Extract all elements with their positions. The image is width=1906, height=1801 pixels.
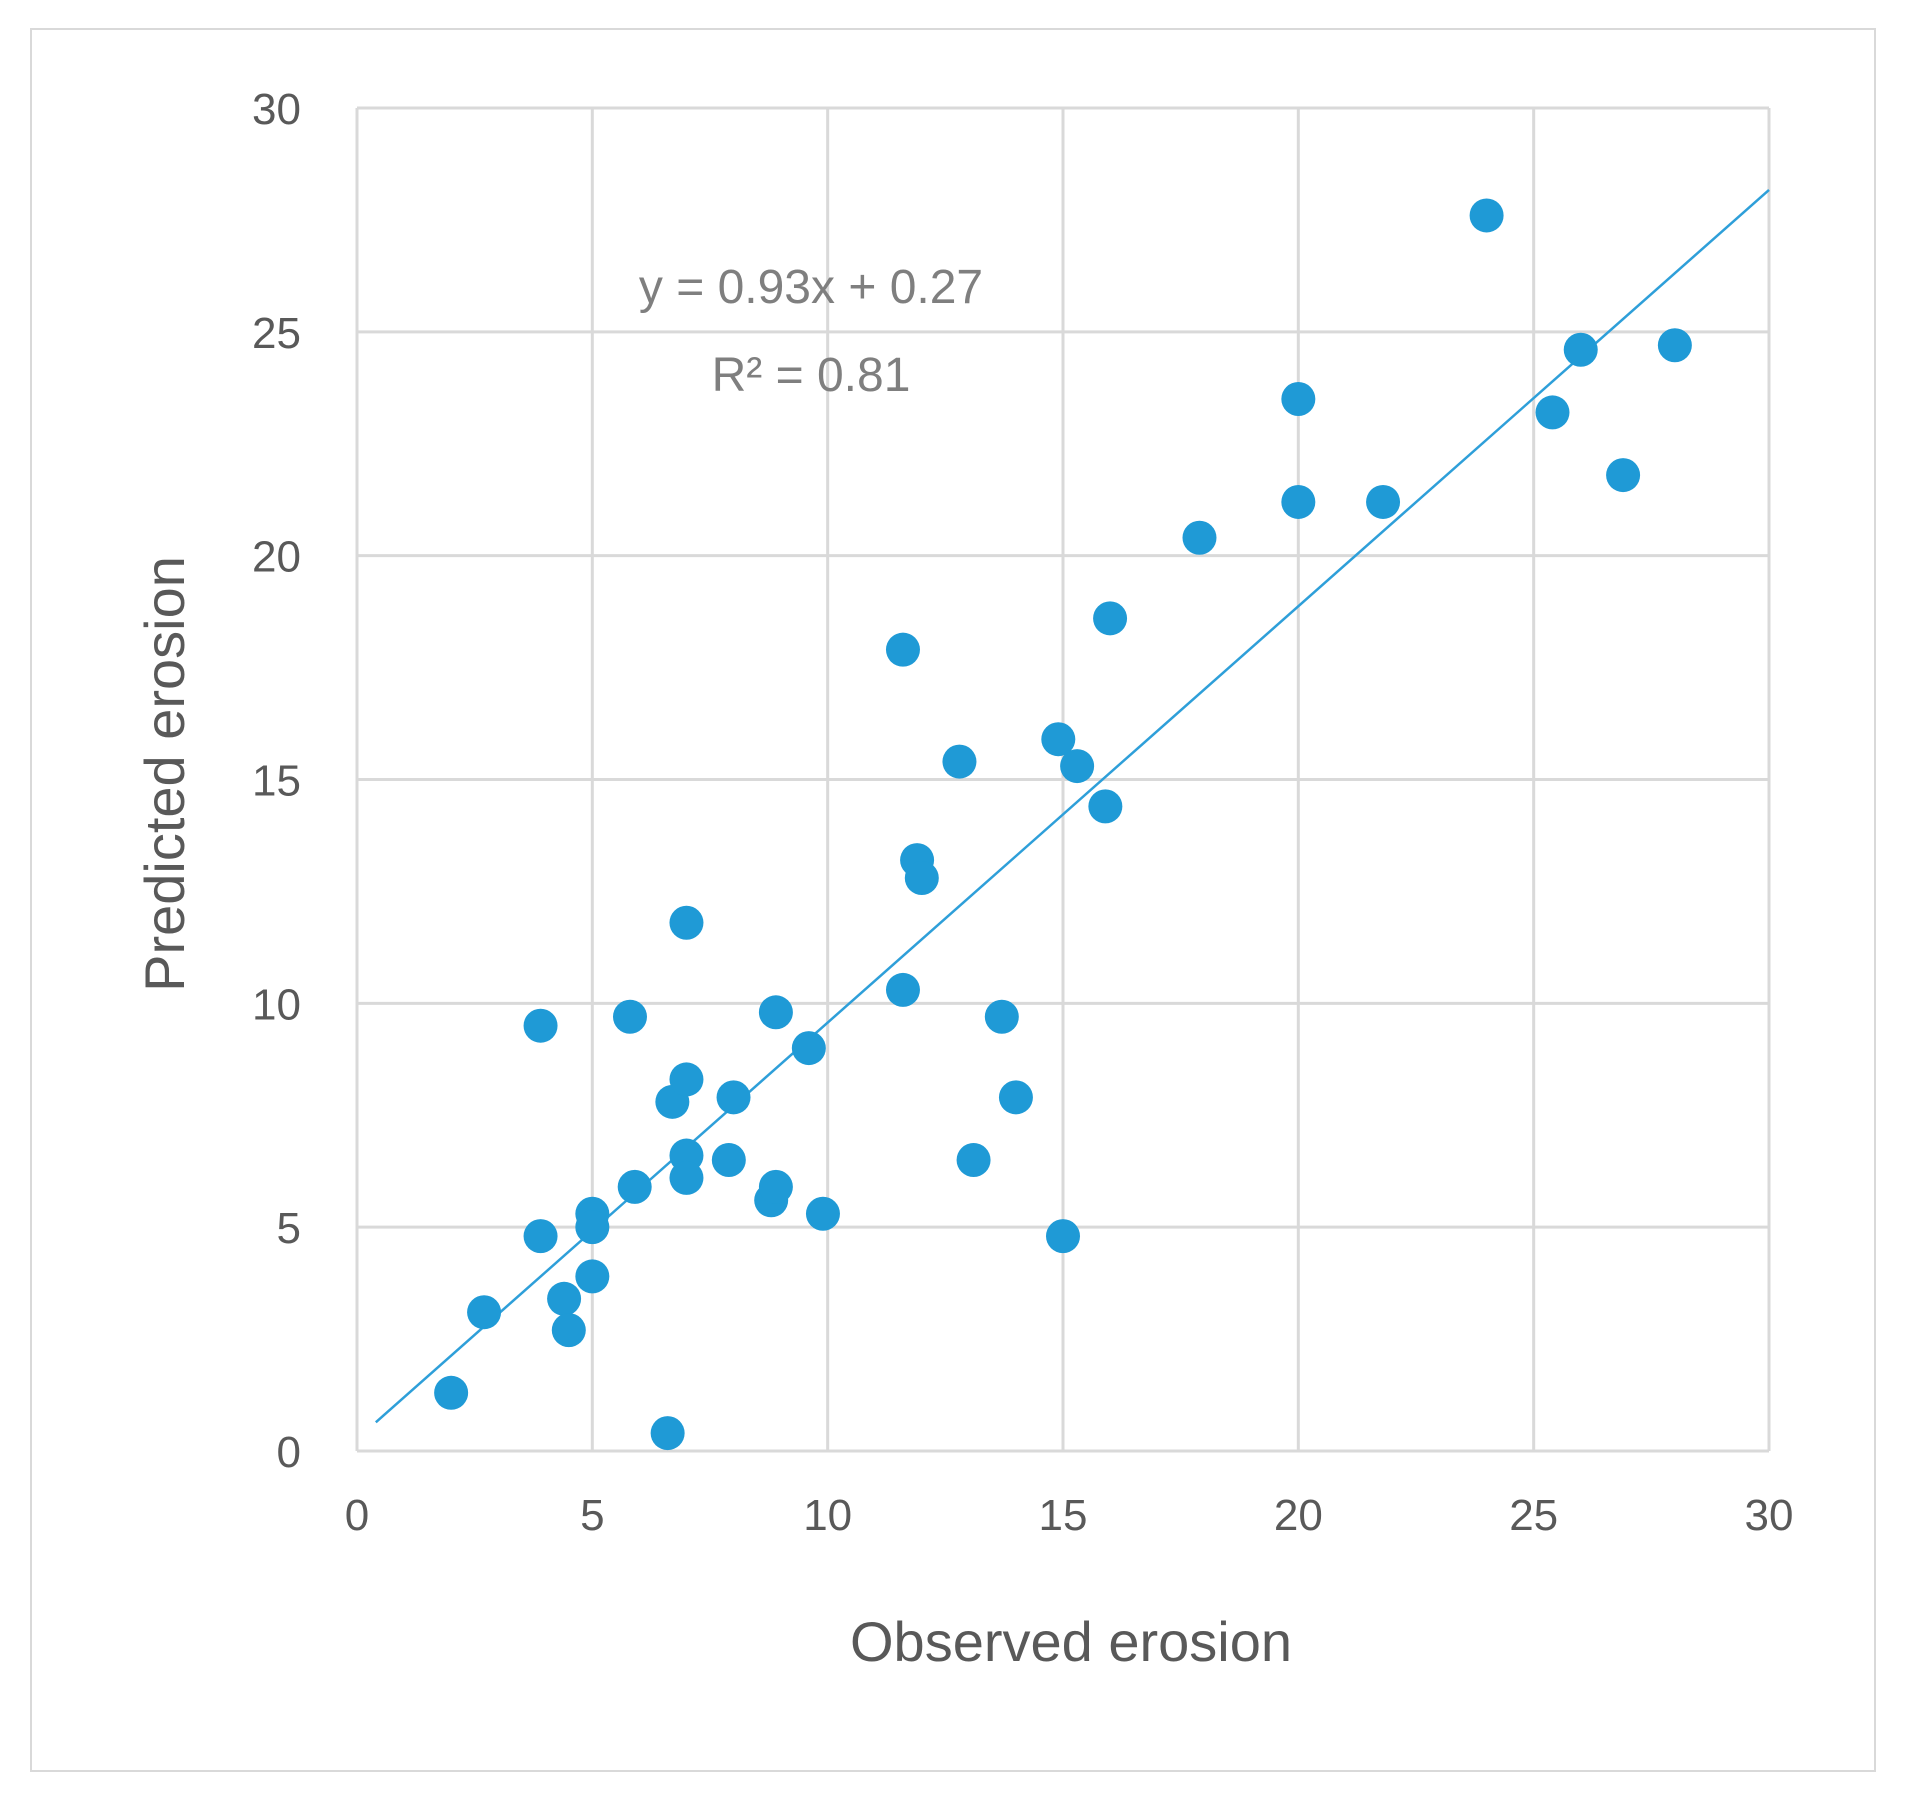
data-point-41 [1366, 484, 1401, 519]
data-point-19 [716, 1080, 751, 1115]
x-tick-label-20: 20 [1274, 1491, 1323, 1540]
data-point-10 [612, 999, 647, 1034]
y-tick-label-20: 20 [252, 533, 301, 582]
data-point-12 [650, 1416, 685, 1451]
data-point-9 [575, 1259, 610, 1294]
data-point-17 [669, 1160, 704, 1195]
data-point-32 [998, 1080, 1033, 1115]
data-point-35 [1060, 749, 1095, 784]
x-tick-label-15: 15 [1039, 1491, 1088, 1540]
data-point-24 [805, 1196, 840, 1231]
data-point-46 [1657, 328, 1692, 363]
y-tick-label-30: 30 [252, 85, 301, 134]
y-tick-label-0: 0 [277, 1428, 301, 1477]
y-tick-label-10: 10 [252, 980, 301, 1029]
data-point-18 [711, 1143, 746, 1178]
data-point-28 [904, 860, 939, 895]
data-point-11 [617, 1169, 652, 1204]
data-point-36 [1088, 789, 1123, 824]
y-tick-label-15: 15 [252, 757, 301, 806]
data-point-45 [1606, 458, 1641, 493]
x-axis-title: Observed erosion [850, 1610, 1292, 1673]
data-point-43 [1535, 395, 1570, 430]
data-point-29 [942, 744, 977, 779]
data-point-34 [1046, 1219, 1080, 1254]
data-point-30 [956, 1143, 991, 1178]
tick-labels: 0 5 10 15 20 25 30 0 5 10 15 20 25 30 [252, 85, 1793, 1540]
x-tick-label-10: 10 [803, 1491, 852, 1540]
x-tick-label-30: 30 [1745, 1491, 1794, 1540]
y-axis-title: Predicted erosion [133, 556, 196, 992]
data-point-8 [575, 1210, 610, 1245]
data-point-31 [984, 999, 1019, 1034]
data-point-44 [1563, 332, 1598, 367]
data-point-39 [1281, 381, 1316, 416]
r-squared-label: R² = 0.81 [712, 349, 911, 402]
data-point-33 [1041, 722, 1076, 757]
data-point-22 [758, 995, 793, 1030]
x-tick-label-0: 0 [345, 1491, 369, 1540]
data-point-37 [1093, 601, 1128, 636]
data-point-6 [551, 1313, 586, 1348]
data-point-26 [885, 632, 920, 667]
data-point-40 [1281, 484, 1316, 519]
y-tick-label-25: 25 [252, 309, 301, 358]
data-point-25 [885, 972, 920, 1007]
x-tick-label-5: 5 [580, 1491, 604, 1540]
data-point-21 [758, 1169, 793, 1204]
data-point-2 [467, 1295, 502, 1330]
data-point-15 [669, 1062, 704, 1097]
chart-frame [30, 28, 1876, 1772]
x-tick-label-25: 25 [1509, 1491, 1558, 1540]
data-point-23 [791, 1031, 826, 1066]
data-point-5 [547, 1281, 582, 1316]
data-point-42 [1469, 198, 1504, 233]
data-point-14 [669, 905, 704, 940]
data-point-1 [434, 1375, 469, 1410]
data-point-38 [1182, 520, 1217, 555]
trendline-equation: y = 0.93x + 0.27 [639, 261, 983, 314]
data-points [434, 198, 1692, 1451]
y-tick-label-5: 5 [277, 1204, 301, 1253]
data-point-4 [523, 1219, 558, 1254]
data-point-3 [523, 1008, 558, 1043]
